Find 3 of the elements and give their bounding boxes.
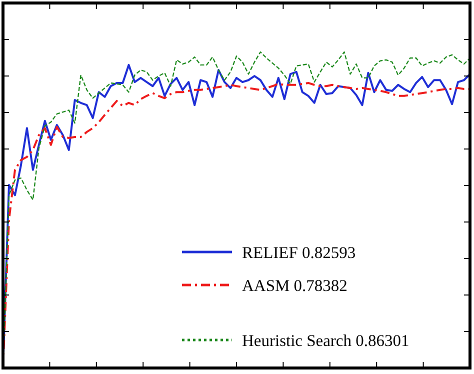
legend-label: AASM 0.78382 bbox=[242, 276, 348, 295]
legend-label: Heuristic Search 0.86301 bbox=[242, 331, 410, 350]
legend-label: RELIEF 0.82593 bbox=[242, 243, 356, 262]
